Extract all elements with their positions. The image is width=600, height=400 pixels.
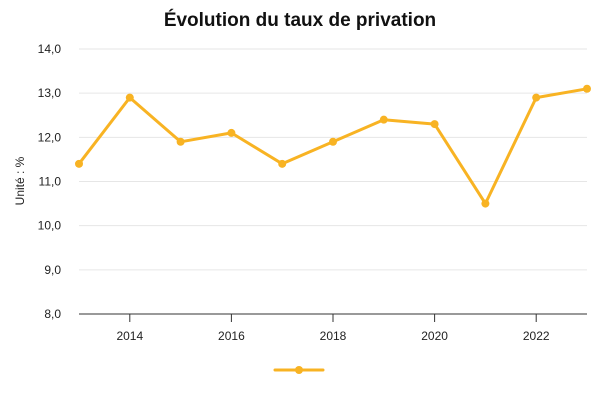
x-axis: 2014 2016 2018 2020 2022 <box>79 313 587 343</box>
data-point[interactable] <box>176 137 185 146</box>
x-tick-label: 2020 <box>421 329 448 343</box>
y-tick-label: 10,0 <box>38 219 62 233</box>
legend-point-marker[interactable] <box>295 366 303 374</box>
series-layer <box>75 84 591 208</box>
y-tick-label: 9,0 <box>44 263 61 277</box>
data-point[interactable] <box>430 120 439 129</box>
y-tick-label: 13,0 <box>38 86 62 100</box>
data-point[interactable] <box>329 137 337 146</box>
data-point[interactable] <box>583 84 591 93</box>
data-point[interactable] <box>278 159 287 168</box>
y-axis-title: Unité : % <box>13 156 27 205</box>
data-point[interactable] <box>125 93 134 102</box>
grid <box>79 48 587 271</box>
y-tick-label: 12,0 <box>38 130 62 144</box>
x-tick-label: 2016 <box>218 329 245 343</box>
data-point[interactable] <box>379 115 388 124</box>
chart-title: Évolution du taux de privation <box>164 9 436 31</box>
y-tick-label: 11,0 <box>39 175 62 189</box>
series-line <box>77 87 589 206</box>
y-tick-label: 8,0 <box>44 307 61 321</box>
x-tick-label: 2022 <box>523 329 550 343</box>
y-tick-label: 14,0 <box>38 42 62 56</box>
y-axis-ticks: 8,0 9,0 10,0 11,0 12,0 13,0 14,0 <box>38 42 62 321</box>
data-point[interactable] <box>532 93 541 102</box>
data-point[interactable] <box>75 159 83 168</box>
legend[interactable] <box>273 366 325 374</box>
x-tick-label: 2014 <box>116 329 143 343</box>
data-point[interactable] <box>227 128 236 137</box>
data-point[interactable] <box>481 199 490 208</box>
x-tick-label: 2018 <box>320 329 347 343</box>
